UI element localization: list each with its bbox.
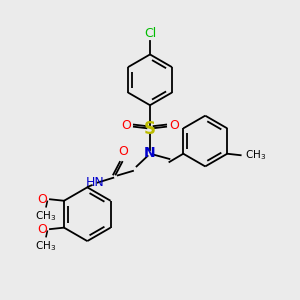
Text: O: O (38, 193, 48, 206)
Text: O: O (121, 119, 131, 132)
Text: CH$_3$: CH$_3$ (244, 148, 266, 162)
Text: Cl: Cl (144, 26, 156, 40)
Text: O: O (118, 145, 128, 158)
Text: CH$_3$: CH$_3$ (35, 209, 56, 223)
Text: CH$_3$: CH$_3$ (35, 239, 56, 253)
Text: S: S (144, 120, 156, 138)
Text: O: O (38, 223, 48, 236)
Text: N: N (144, 146, 156, 160)
Text: O: O (169, 119, 179, 132)
Text: HN: HN (85, 176, 104, 189)
